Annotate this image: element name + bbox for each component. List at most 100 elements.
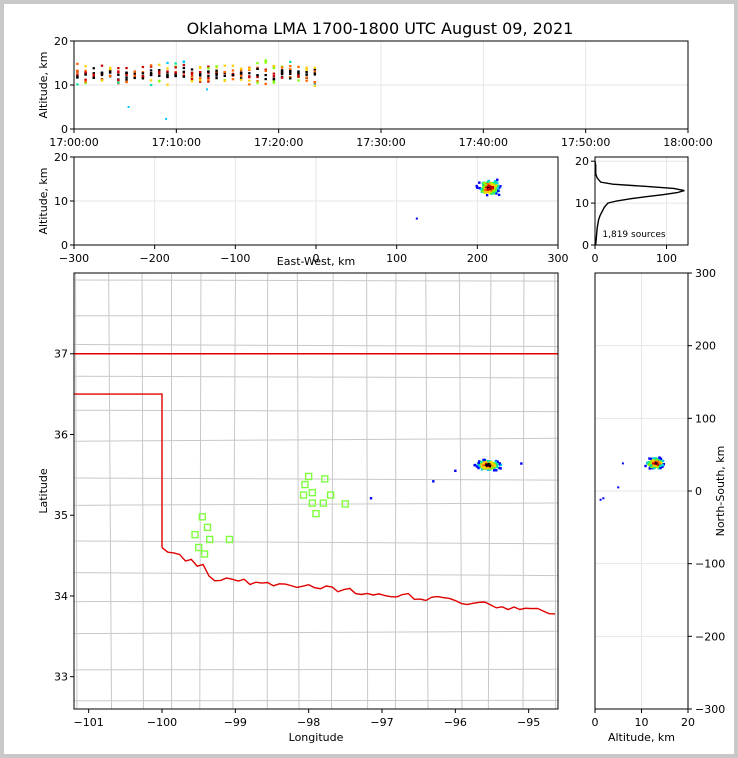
ew-source-cell — [482, 190, 485, 193]
county-border — [296, 273, 300, 709]
county-border — [74, 375, 558, 379]
map-source-cell — [493, 466, 496, 469]
ew-source-cell — [496, 178, 499, 181]
time-source-cell — [199, 71, 202, 74]
ew-tick-label-x: −100 — [220, 252, 250, 265]
time-source-cell — [313, 70, 317, 73]
time-source-cell — [305, 70, 308, 74]
time-source-cell — [280, 72, 284, 75]
time-source-cell — [174, 74, 177, 78]
time-source-cell — [215, 77, 218, 80]
map-scattered-source — [454, 469, 457, 473]
county-border — [74, 477, 558, 481]
time-source-cell — [84, 73, 87, 76]
ew-source-cell — [491, 184, 494, 187]
ew-axes-frame — [73, 156, 559, 246]
ns-tick-label-y: 200 — [695, 340, 716, 353]
map-scattered-source — [432, 480, 435, 483]
time-source-cell — [141, 75, 145, 78]
map-source-cell — [478, 465, 482, 468]
time-source-cell — [256, 67, 259, 70]
time-source-cell — [231, 69, 235, 72]
ew-source-cell — [475, 184, 478, 188]
time-source-cell — [182, 66, 186, 70]
time-source-cell — [174, 62, 177, 65]
time-source-cell — [149, 64, 153, 67]
time-source-cell — [125, 80, 128, 83]
time-source-cell — [272, 80, 276, 83]
ew-source-cell — [489, 187, 492, 190]
lma-station-marker — [205, 535, 214, 544]
time-source-cell — [117, 79, 120, 82]
time-source-cell — [133, 74, 136, 77]
time-source-cell — [108, 68, 112, 71]
map-source-cell — [473, 464, 476, 467]
hist-profile-line — [594, 161, 685, 246]
time-source-cell — [199, 80, 202, 83]
time-source-cell — [182, 70, 186, 73]
ew-source-cell — [480, 188, 484, 191]
time-source-cell — [280, 71, 284, 74]
map-source-cell — [480, 468, 484, 471]
time-source-cell — [108, 71, 112, 74]
time-source-cell — [182, 75, 186, 78]
ns-source-cell — [649, 461, 652, 464]
ew-tick-label-y: 10 — [54, 195, 68, 208]
ew-tick-label-y: 0 — [61, 239, 68, 252]
map-tick-label-x: −101 — [74, 716, 104, 729]
ns-outlier-cell — [621, 462, 624, 465]
time-source-cell — [158, 79, 161, 83]
time-source-cell — [149, 65, 153, 68]
ns-source-cell — [659, 457, 663, 461]
ew-source-cell — [485, 193, 489, 197]
lma-station-marker — [312, 509, 320, 518]
ns-source-cell — [661, 463, 664, 467]
time-source-cell — [256, 62, 259, 65]
map-ylabel: Latitude — [37, 468, 50, 514]
time-source-cell — [264, 77, 267, 81]
map-source-cell — [496, 463, 499, 466]
county-border — [366, 273, 369, 709]
map-source-cell — [478, 460, 481, 463]
time-source-cell — [141, 72, 145, 75]
map-source-cell — [484, 461, 488, 464]
time-source-cell — [248, 83, 251, 86]
time-source-cell — [272, 66, 276, 70]
time-source-cell — [158, 72, 161, 75]
map-source-cell — [481, 467, 485, 470]
county-border — [522, 273, 525, 709]
map-axes-frame — [73, 272, 559, 710]
time-source-cell — [190, 76, 194, 79]
state-border-red-river — [161, 547, 556, 615]
map-source-cell — [498, 466, 501, 470]
map-source-cell — [491, 466, 494, 470]
map-source-cell — [487, 462, 491, 466]
lma-station-marker — [301, 480, 309, 489]
time-source-cell — [305, 79, 308, 82]
time-altitude-panel: 17:00:00 17:10:00 17:20:00 17:30:00 17:40:00… — [37, 35, 713, 149]
time-source-cell — [108, 69, 112, 72]
time-source-cell — [158, 68, 161, 72]
time-source-cell — [297, 73, 300, 77]
ew-tick-label-y: 20 — [54, 151, 68, 164]
county-border — [75, 273, 78, 709]
lma-station-marker — [191, 530, 199, 539]
time-source-cell — [207, 67, 210, 70]
ns-source-cell — [651, 460, 654, 463]
time-source-cell — [223, 74, 226, 78]
lma-station-marker — [198, 513, 207, 521]
time-source-cell — [76, 75, 79, 78]
time-source-cell — [125, 66, 128, 70]
time-source-cell — [141, 77, 145, 80]
ew-source-cell — [482, 181, 486, 185]
time-outlier-cell — [165, 117, 168, 120]
time-source-cell — [141, 65, 145, 69]
ns-source-cell — [659, 466, 662, 470]
lma-station-marker — [200, 550, 209, 558]
time-source-cell — [207, 74, 210, 77]
time-source-cell — [256, 80, 259, 83]
ew-tick-label-x: 100 — [386, 252, 407, 265]
ns-tick-label-x: 0 — [592, 716, 599, 729]
time-source-cell — [223, 70, 226, 74]
ew-source-cell — [496, 186, 499, 190]
